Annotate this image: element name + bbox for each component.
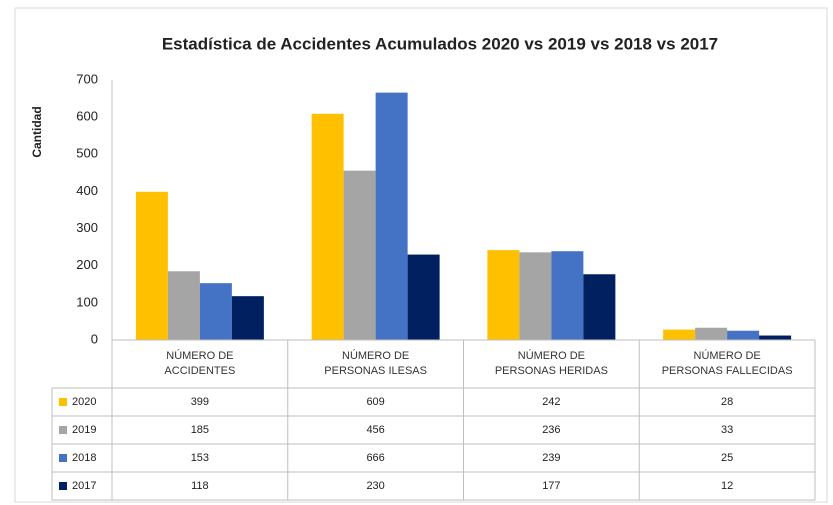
y-tick-label: 600 [76,109,98,124]
y-axis-label: Cantidad [30,106,44,157]
value-label: 242 [542,396,560,408]
x-tick-label: NÚMERO DE PERSONAS HERIDAS [494,350,608,377]
chart-title: Estadística de Accidentes Acumulados 202… [162,34,718,53]
x-tick-label: NÚMERO DE ACCIDENTES [164,350,236,377]
bar [375,92,408,340]
value-label: 28 [721,396,733,408]
bar [695,327,728,340]
bar [551,251,584,340]
legend-label: 2020 [72,396,96,408]
legend-swatch [59,398,67,406]
value-label: 185 [191,424,209,436]
value-label: 399 [191,396,209,408]
value-label: 236 [542,424,560,436]
value-label: 118 [191,480,209,492]
bar [167,271,200,340]
value-label: 177 [542,480,560,492]
value-label: 666 [366,452,384,464]
legend-label: 2017 [72,480,96,492]
y-tick-label: 200 [76,257,98,272]
value-label: 456 [366,424,384,436]
y-tick-label: 400 [76,183,98,198]
bar [343,170,376,340]
bar [727,330,760,340]
legend-swatch [59,454,67,462]
value-label: 153 [191,452,209,464]
bar [759,335,792,340]
bar [311,113,344,340]
value-label: 12 [721,480,733,492]
value-label: 239 [542,452,560,464]
x-tick-label-box: NÚMERO DE PERSONAS FALLECIDAS [661,350,793,377]
legend-label: 2018 [72,452,96,464]
y-tick-label: 0 [91,331,98,346]
x-tick-label-box: NÚMERO DE ACCIDENTES [164,350,236,377]
bar [135,191,168,340]
bar [519,252,552,340]
x-tick-label-box: NÚMERO DE PERSONAS ILESAS [324,350,427,377]
x-tick-label-box: NÚMERO DE PERSONAS HERIDAS [494,350,608,377]
y-tick-label: 500 [76,146,98,161]
value-label: 33 [721,424,733,436]
legend-swatch [59,482,67,490]
bar [583,274,616,340]
bar [663,329,696,340]
bar [199,283,232,340]
value-label: 609 [366,396,384,408]
value-label: 25 [721,452,733,464]
x-tick-label: NÚMERO DE PERSONAS ILESAS [324,350,427,377]
legend-swatch [59,426,67,434]
legend-label: 2019 [72,424,96,436]
y-tick-label: 700 [76,71,98,86]
y-tick-label: 100 [76,294,98,309]
bar [487,250,520,340]
bar [407,254,440,340]
value-label: 230 [366,480,384,492]
bar [231,296,264,340]
x-tick-label: NÚMERO DE PERSONAS FALLECIDAS [661,350,793,377]
y-tick-label: 300 [76,220,98,235]
